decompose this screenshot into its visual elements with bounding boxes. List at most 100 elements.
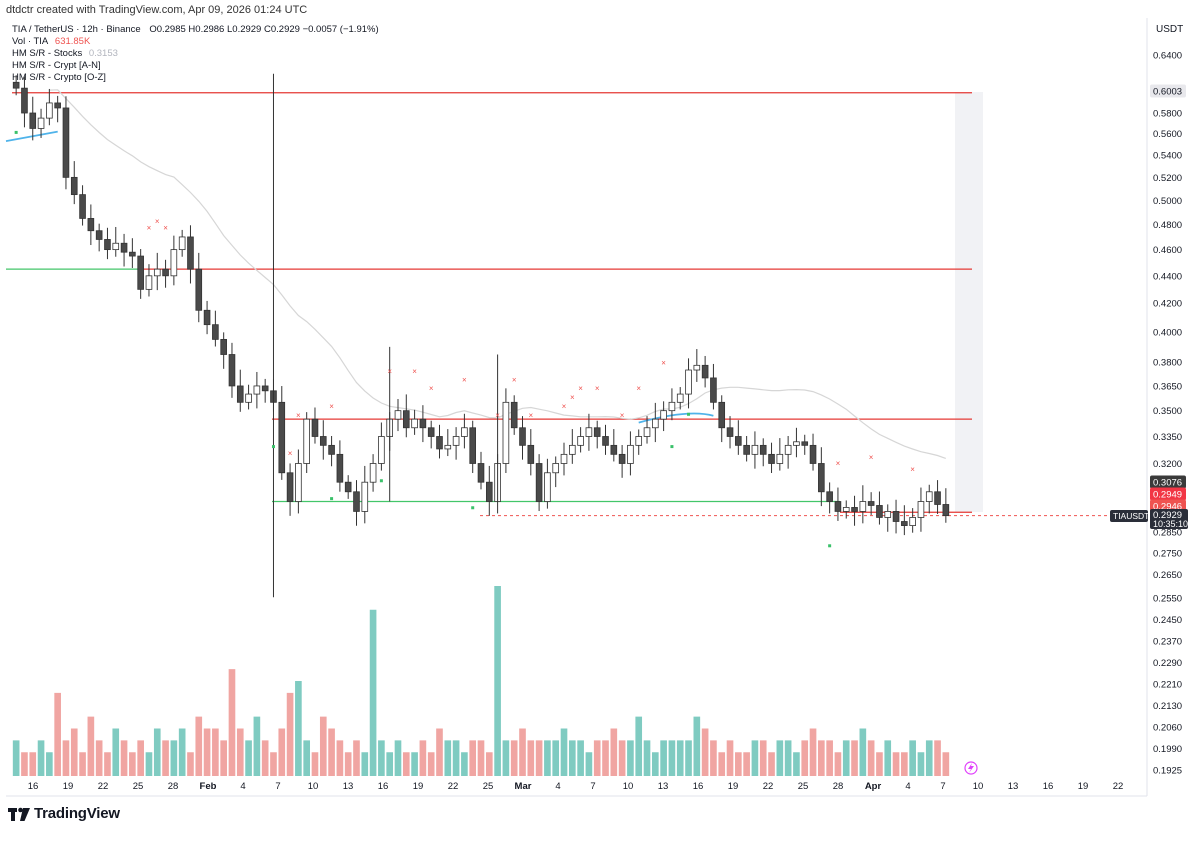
price-tick-label: 0.4200 xyxy=(1153,299,1182,310)
time-tick-label: 22 xyxy=(98,781,109,792)
candle-body xyxy=(137,255,144,290)
volume-bar xyxy=(261,740,269,776)
candle-body xyxy=(776,453,784,464)
volume-bar xyxy=(402,752,410,776)
blue-moving-average-start xyxy=(5,130,58,142)
candle-body xyxy=(759,444,767,455)
tradingview-brand[interactable]: TradingView xyxy=(8,805,120,822)
candle-body xyxy=(668,401,676,412)
indicator-crypto-oz-label: HM S/R - Crypto [O-Z] xyxy=(12,72,106,83)
volume-bar xyxy=(851,740,858,776)
volume-bar xyxy=(544,740,551,776)
candle-body xyxy=(519,427,526,446)
candle-body xyxy=(544,472,551,502)
candle-body xyxy=(21,87,28,114)
candle-body xyxy=(859,501,867,512)
buy-signal-mark xyxy=(14,130,18,134)
volume-bar xyxy=(668,740,676,776)
volume-bar xyxy=(643,740,651,776)
candle-body xyxy=(427,427,435,437)
volume-bar xyxy=(278,728,286,776)
volume-bar xyxy=(701,728,709,776)
price-tick-label: 0.2130 xyxy=(1153,701,1182,712)
price-tick-label: 0.2850 xyxy=(1153,527,1182,538)
volume-bar xyxy=(386,752,394,776)
volume-bar xyxy=(129,752,136,776)
candle-body xyxy=(253,385,261,395)
sell-signal-mark: × xyxy=(636,384,641,393)
volume-bar xyxy=(369,609,377,776)
price-tick-label: 0.5000 xyxy=(1153,196,1182,207)
candle-body xyxy=(245,393,252,403)
time-tick-label: 25 xyxy=(798,781,809,792)
candle-body xyxy=(37,117,45,129)
indicator-crypt-an-row[interactable]: HM S/R - Crypt [A-N] xyxy=(12,60,379,72)
indicator-stocks-row[interactable]: HM S/R - Stocks 0.3153 xyxy=(12,48,379,60)
volume-bar xyxy=(892,752,900,776)
candle-body xyxy=(228,354,236,387)
symbol-label[interactable]: TIA / TetherUS · 12h · Binance xyxy=(12,24,141,35)
volume-bar xyxy=(859,728,867,776)
volume-bar xyxy=(46,752,53,776)
volume-bar xyxy=(602,740,609,776)
candle-body xyxy=(62,107,70,178)
volume-bar xyxy=(37,740,45,776)
volume-bar xyxy=(784,740,792,776)
volume-row[interactable]: Vol · TIA 631.85K xyxy=(12,36,379,48)
high-label: H xyxy=(188,24,196,35)
candle-body xyxy=(87,218,95,232)
candle-body xyxy=(876,505,883,518)
buy-signal-mark xyxy=(670,445,674,449)
time-tick-label: 7 xyxy=(590,781,595,792)
candle-body xyxy=(436,436,443,450)
volume-bar xyxy=(909,740,916,776)
sell-signal-mark: × xyxy=(147,223,152,232)
volume-bar xyxy=(419,740,427,776)
candle-body xyxy=(793,441,800,446)
volume-bar xyxy=(336,740,344,776)
candle-body xyxy=(187,236,194,270)
volume-bar xyxy=(934,740,941,776)
buy-signal-mark xyxy=(687,412,691,416)
candle-body xyxy=(353,491,360,512)
time-tick-label: 16 xyxy=(1043,781,1054,792)
candle-body xyxy=(54,102,61,109)
candle-body xyxy=(145,275,153,290)
candle-body xyxy=(104,239,111,251)
volume-bar xyxy=(627,740,634,776)
volume-bar xyxy=(693,716,701,776)
attribution: dtdctr created with TradingView.com, Apr… xyxy=(6,4,308,16)
candle-body xyxy=(627,444,634,464)
volume-label: Vol · TIA xyxy=(12,36,49,47)
candle-body xyxy=(79,194,86,219)
candle-body xyxy=(461,427,468,437)
volume-bar xyxy=(735,752,742,776)
volume-bar xyxy=(120,740,128,776)
volume-bar xyxy=(477,740,485,776)
candle-body xyxy=(942,504,950,517)
candle-body xyxy=(444,444,452,450)
low-label: L xyxy=(226,24,233,35)
candle-body xyxy=(834,501,842,512)
price-tick-label: 0.2290 xyxy=(1153,658,1182,669)
sell-signal-mark: × xyxy=(570,393,575,402)
price-tick-label: 0.2750 xyxy=(1153,548,1182,559)
volume-bar xyxy=(328,728,335,776)
candle-body xyxy=(419,418,427,429)
candle-body xyxy=(336,453,344,483)
candle-body xyxy=(909,517,916,526)
volume-bar xyxy=(577,740,584,776)
time-tick-label: 4 xyxy=(240,781,245,792)
open-value: 0.2985 xyxy=(156,24,186,35)
candle-body xyxy=(278,401,286,474)
sell-signal-mark: × xyxy=(836,459,841,468)
volume-bar xyxy=(917,752,925,776)
sell-signal-mark: × xyxy=(495,411,500,420)
ohlc-row[interactable]: TIA / TetherUS · 12h · Binance O0.2985 H… xyxy=(12,24,379,36)
sell-signal-mark: × xyxy=(296,411,301,420)
volume-bar xyxy=(170,740,178,776)
indicator-crypto-oz-row[interactable]: HM S/R - Crypto [O-Z] xyxy=(12,72,379,84)
price-tick-label: 0.3500 xyxy=(1153,406,1182,417)
